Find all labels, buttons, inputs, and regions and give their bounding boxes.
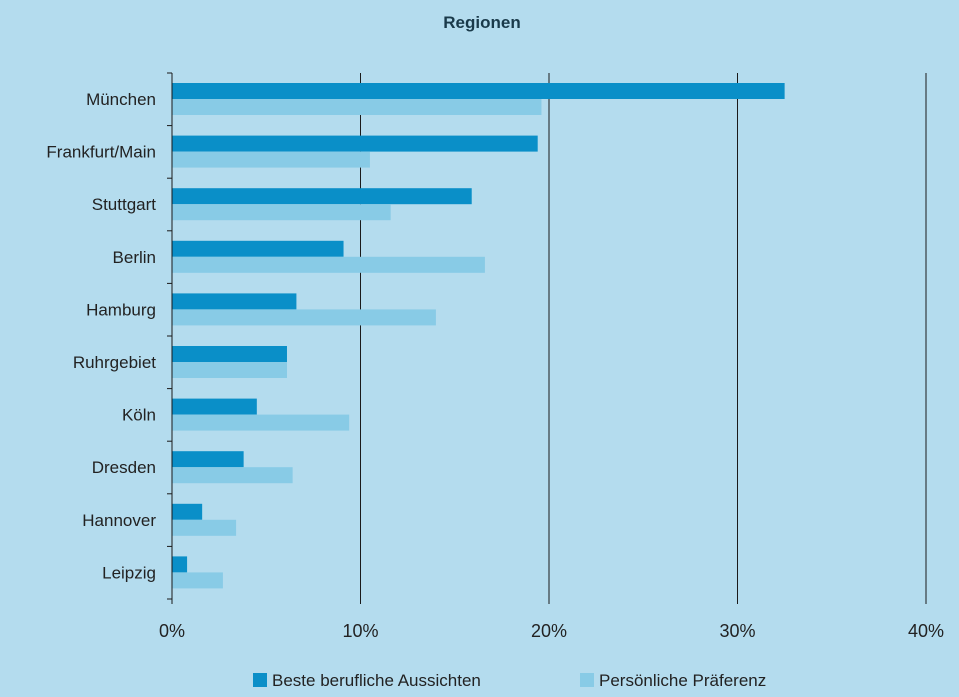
bar: [172, 188, 472, 205]
x-tick-label: 0%: [159, 621, 185, 641]
bar: [172, 204, 391, 221]
category-label: Hamburg: [86, 300, 156, 319]
legend-swatch: [253, 673, 267, 687]
category-label: Hannover: [82, 511, 156, 530]
x-tick-label: 10%: [342, 621, 378, 641]
bar: [172, 240, 344, 257]
bar: [172, 83, 785, 99]
bar: [172, 556, 188, 573]
bar: [172, 572, 223, 589]
category-label: Leipzig: [102, 563, 156, 582]
legend-swatch: [580, 673, 594, 687]
bar: [172, 414, 350, 431]
bar: [172, 503, 203, 520]
chart-title: Regionen: [443, 13, 520, 32]
category-label: Dresden: [92, 458, 156, 477]
x-tick-label: 30%: [719, 621, 755, 641]
category-label: Berlin: [113, 248, 156, 267]
x-tick-label: 20%: [531, 621, 567, 641]
bar: [172, 362, 287, 378]
legend-label: Beste berufliche Aussichten: [272, 671, 481, 690]
bar: [172, 346, 287, 362]
category-label: Ruhrgebiet: [73, 353, 156, 372]
category-label: München: [86, 90, 156, 109]
bar: [172, 519, 237, 536]
x-tick-label: 40%: [908, 621, 944, 641]
bar: [172, 467, 293, 484]
x-tick-labels: 0% 10% 20% 30% 40%: [159, 621, 944, 641]
category-labels: München Frankfurt/Main Stuttgart Berlin Hamb…: [46, 90, 156, 582]
bar: [172, 99, 542, 115]
legend: Beste berufliche Aussichten Persönliche P…: [253, 671, 766, 690]
axes: [167, 72, 927, 604]
category-label: Frankfurt/Main: [46, 143, 156, 162]
bar: [172, 151, 370, 168]
category-label: Stuttgart: [92, 195, 157, 214]
legend-label: Persönliche Präferenz: [599, 671, 766, 690]
bar: [172, 293, 297, 310]
bar: [172, 309, 436, 326]
bar: [172, 451, 244, 468]
bar: [172, 256, 485, 273]
bars: [172, 83, 785, 589]
bar: [172, 398, 257, 415]
category-label: Köln: [122, 406, 156, 425]
bar: [172, 135, 538, 152]
